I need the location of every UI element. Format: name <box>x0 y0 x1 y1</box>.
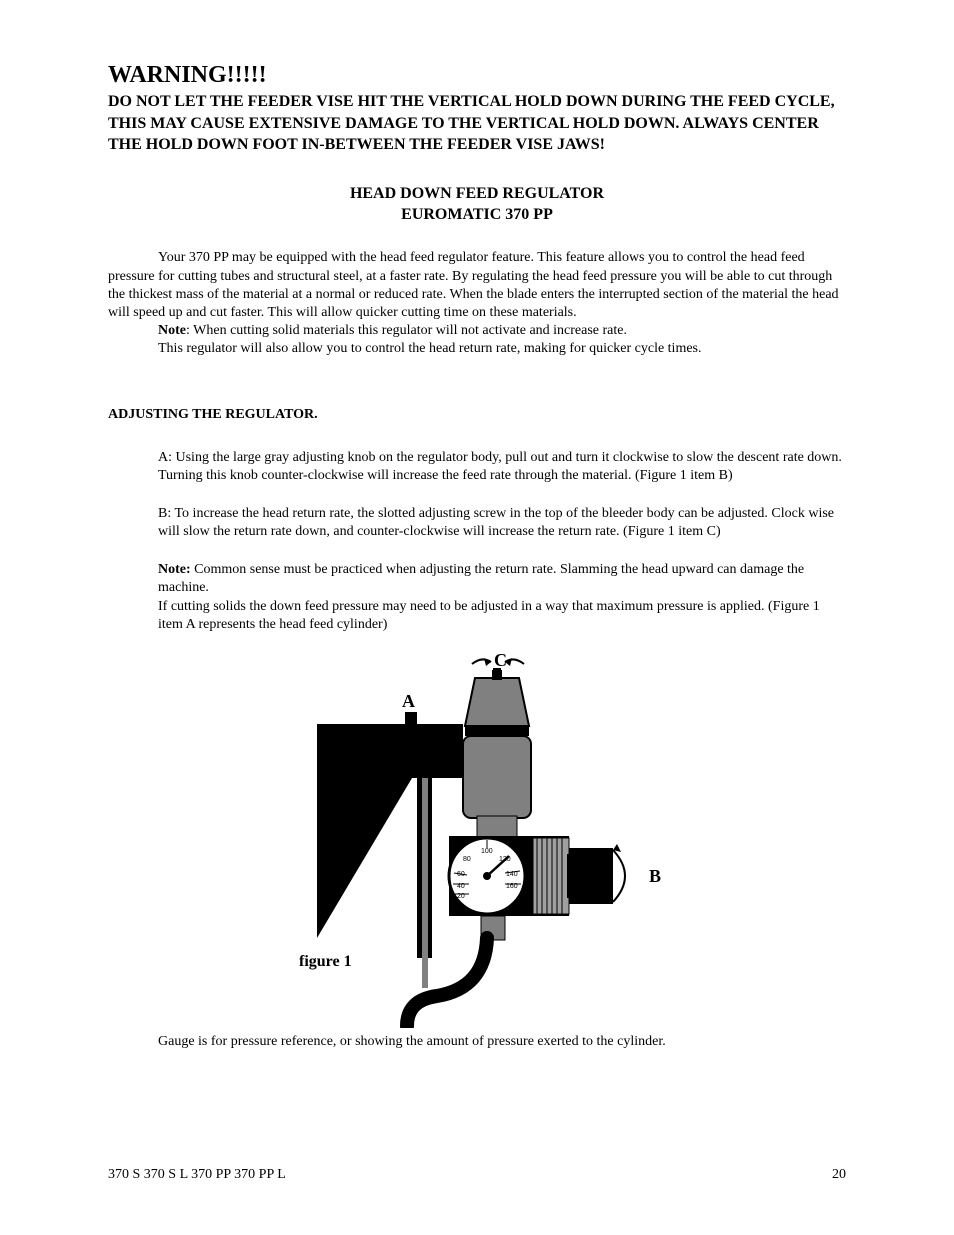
intro-note-label: Note <box>158 323 186 338</box>
adjust-note: Note: Common sense must be practiced whe… <box>158 561 846 634</box>
figure-caption: Gauge is for pressure reference, or show… <box>158 1034 846 1050</box>
section-line-2: EUROMATIC 370 PP <box>401 206 553 223</box>
adjust-note-text: Common sense must be practiced when adju… <box>158 562 804 595</box>
footer-left: 370 S 370 S L 370 PP 370 PP L <box>108 1167 286 1183</box>
figure-label-b: B <box>649 866 661 886</box>
figure-caption-label: figure 1 <box>299 953 352 970</box>
section-title: HEAD DOWN FEED REGULATOR EUROMATIC 370 P… <box>108 184 846 226</box>
adjust-note-label: Note: <box>158 562 191 577</box>
figure-1-diagram: C A 20 40 60 80 100 <box>277 648 677 1028</box>
adjust-item-b: B: To increase the head return rate, the… <box>158 505 846 541</box>
svg-text:100: 100 <box>481 848 493 855</box>
intro-note: Note: When cutting solid materials this … <box>108 322 846 340</box>
adjust-heading: ADJUSTING THE REGULATOR. <box>108 407 846 423</box>
adjust-item-a: A: Using the large gray adjusting knob o… <box>158 449 846 485</box>
intro-note-text: : When cutting solid materials this regu… <box>186 323 627 338</box>
figure-label-a: A <box>402 691 415 711</box>
warning-title: WARNING!!!!! <box>108 62 846 89</box>
intro-p1: Your 370 PP may be equipped with the hea… <box>108 249 846 322</box>
intro-paragraph: Your 370 PP may be equipped with the hea… <box>108 249 846 358</box>
warning-body: DO NOT LET THE FEEDER VISE HIT THE VERTI… <box>108 91 846 156</box>
page-footer: 370 S 370 S L 370 PP 370 PP L 20 <box>108 1167 846 1183</box>
intro-p3: This regulator will also allow you to co… <box>108 340 846 358</box>
section-line-1: HEAD DOWN FEED REGULATOR <box>350 185 604 202</box>
svg-text:120: 120 <box>499 856 511 863</box>
adjust-item-c: If cutting solids the down feed pressure… <box>158 599 820 632</box>
figure-label-c: C <box>494 650 507 670</box>
svg-text:80: 80 <box>463 856 471 863</box>
footer-page-number: 20 <box>832 1167 846 1183</box>
